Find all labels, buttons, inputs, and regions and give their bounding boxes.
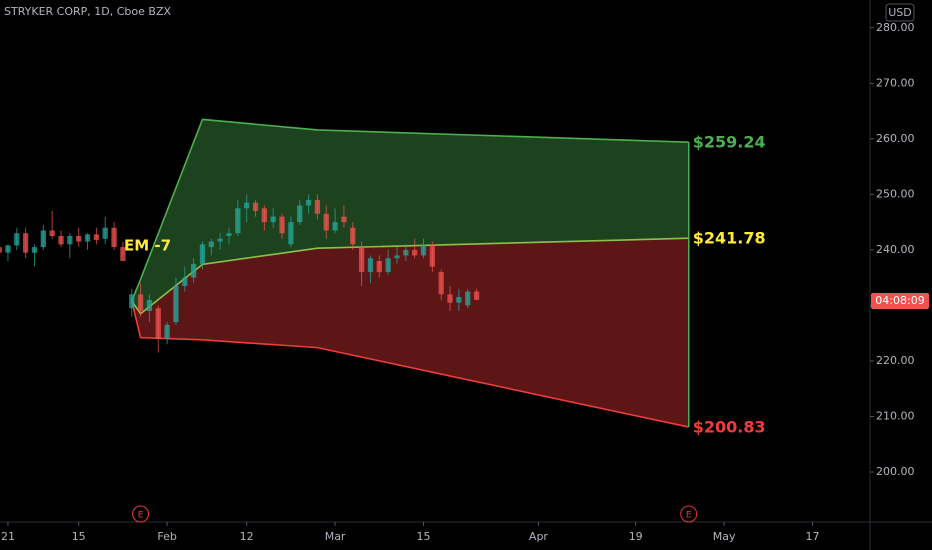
chart-title: STRYKER CORP, 1D, Cboe BZX [4,5,171,18]
candle-body [438,272,444,295]
candle-body [146,299,153,311]
x-tick-label: Mar [325,530,346,543]
x-tick-label: 15 [417,530,431,543]
candle-body [182,277,188,286]
candle-body [376,261,382,273]
lower-band-line [130,300,689,428]
candle-body [465,291,471,306]
level-label: $259.24 [693,133,766,152]
x-tick-label: 15 [72,530,86,543]
candle-body [155,308,161,339]
annotation: EM -7 [124,237,171,255]
x-tick-label: 21 [1,530,15,543]
candle-body [394,255,400,259]
candle-body [412,249,418,256]
candle-body [129,294,135,309]
upper-band-area [131,119,689,314]
candle-body [403,249,409,256]
level-label: $200.83 [693,418,766,437]
y-tick-label: 260.00 [876,132,915,145]
x-tick-label: 19 [629,530,643,543]
candle-body [420,244,427,256]
candle-body [5,245,11,253]
candle-body [252,202,259,212]
candle-body [226,233,232,237]
candle-body [31,247,38,253]
candle-body [120,247,126,261]
currency-box [885,3,915,22]
candle-body [67,236,73,245]
candle-body [323,213,329,231]
upper-band-line [130,118,689,302]
candle-body [385,258,391,273]
price-tag [871,292,929,309]
earnings-label: E [138,511,144,521]
candle-body [111,227,117,248]
candle-body [261,208,268,223]
candle-body [447,294,453,303]
x-tick-label: Apr [529,530,549,543]
x-tick-label: 17 [806,530,820,543]
earnings-marker [132,505,150,523]
candle-body [358,247,365,273]
y-tick-label: 270.00 [876,76,915,89]
candle-body [49,230,55,237]
currency[interactable]: USD [888,6,912,19]
y-tick-label: 210.00 [876,409,915,422]
candle-body [137,294,144,311]
candle-body [102,227,108,239]
y-tick-label: 240.00 [876,243,915,256]
y-tick-label: 250.00 [876,187,915,200]
candle-body [341,216,347,223]
candle-body [279,216,285,234]
candle-body [314,199,321,214]
candle-body [332,222,338,231]
candle-body [473,291,480,300]
candle-body [217,238,223,242]
price-tag-label: 04:08:09 [875,294,924,307]
candle-body [93,234,100,240]
earnings-label: E [686,511,692,521]
candle-body [456,297,462,303]
candle-body [164,324,170,339]
x-tick-label: May [713,530,736,543]
candle-body [22,233,29,253]
candle-body [350,227,356,245]
candle-body [14,233,20,246]
candle-body [288,222,294,245]
candle-body [58,236,64,245]
lower-band-area [131,238,689,428]
x-tick-label: Feb [157,530,176,543]
candle-body [305,199,312,206]
candle-body [208,241,214,248]
candle-body [270,216,276,223]
level-label: $241.78 [693,229,766,248]
candle-body [235,208,241,234]
y-tick-label: 280.00 [876,21,915,34]
y-tick-label: 200.00 [876,465,915,478]
candle-body [367,258,374,273]
earnings-marker [680,505,698,523]
candle-body [40,230,46,248]
candle-body [76,236,82,242]
candle-body [0,247,2,253]
candle-body [244,202,250,209]
candle-body [199,244,206,264]
candle-body [173,285,179,323]
candle-body [429,244,435,267]
candle-body [297,205,303,223]
candle-body [84,234,91,242]
y-tick-label: 220.00 [876,354,915,367]
x-tick-label: 12 [240,530,254,543]
candle-body [190,263,197,278]
